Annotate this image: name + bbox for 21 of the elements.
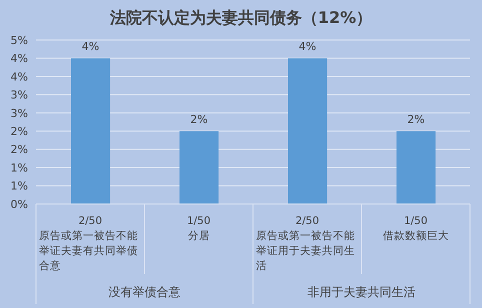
- text: 没有举债合意: [108, 285, 180, 299]
- y-tick-label: 3%: [10, 106, 28, 120]
- y-tick-label: 2%: [10, 143, 28, 156]
- y-tick-label: 1%: [10, 161, 28, 174]
- data-label: 4%: [82, 40, 100, 54]
- data-label: 2%: [407, 113, 425, 126]
- data-label: 4%: [298, 40, 316, 54]
- text: 非用于夫妻共同生活: [308, 285, 416, 299]
- chart-title: 法院不认定为夫妻共同债务（12%）: [108, 8, 374, 29]
- y-tick-label: 0%: [10, 198, 28, 211]
- y-tick-label: 4%: [10, 52, 28, 66]
- data-label: 2%: [190, 113, 208, 126]
- x-tick-label: 1/50 分居: [186, 215, 211, 242]
- x-tick-label: 1/50 借款数额巨大: [382, 215, 449, 242]
- y-tick-label: 3%: [10, 88, 28, 102]
- y-tick-label: 2%: [10, 125, 28, 138]
- x-tick-label: 2/50 原告或第一被告不能举证用于夫妻共同生活: [256, 215, 355, 272]
- y-tick-label: 4%: [10, 70, 28, 84]
- y-tick-label: 1%: [10, 180, 28, 193]
- x-tick-label: 2/50 原告或第一被告不能举证夫妻有共同举债合意: [39, 215, 138, 272]
- y-tick-label: 5%: [10, 34, 28, 47]
